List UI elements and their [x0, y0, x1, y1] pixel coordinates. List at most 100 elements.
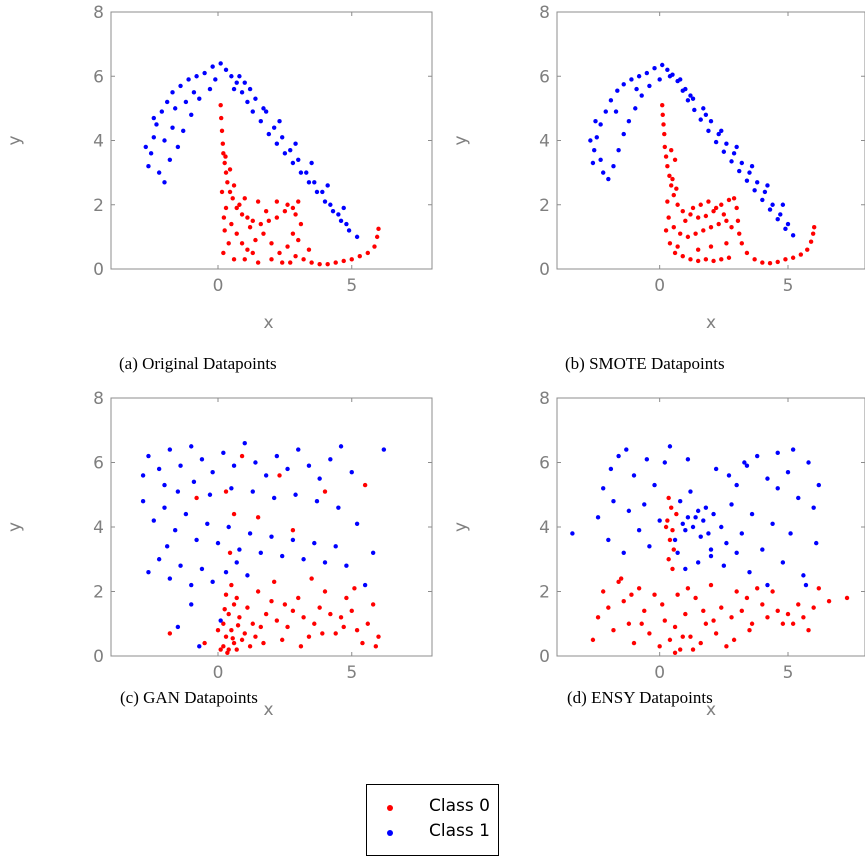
data-point	[685, 457, 691, 462]
caption-d: (d) ENSY Datapoints	[567, 688, 713, 707]
data-point	[672, 250, 678, 256]
data-point	[189, 582, 194, 588]
data-point	[247, 531, 253, 536]
data-point	[780, 560, 786, 565]
data-point	[258, 624, 263, 630]
data-point	[167, 576, 173, 581]
data-point	[811, 225, 817, 230]
data-point	[151, 115, 156, 121]
data-point	[298, 221, 304, 227]
data-point	[175, 624, 181, 630]
data-point	[170, 125, 175, 130]
data-point	[151, 135, 156, 140]
data-point	[810, 231, 816, 236]
data-point	[226, 524, 231, 530]
data-point	[285, 244, 290, 249]
data-point	[693, 231, 698, 236]
data-point	[354, 234, 360, 240]
data-point	[336, 505, 341, 510]
data-point	[269, 241, 274, 246]
data-point	[621, 550, 626, 555]
data-point	[274, 141, 280, 146]
data-point	[293, 492, 298, 497]
data-point	[344, 595, 349, 601]
y-tick-label-d: 8	[539, 389, 550, 409]
scatter-plot-a: 0 2 4 6 8 0 5 x y	[5, 3, 433, 333]
data-point	[290, 537, 296, 543]
data-point	[760, 197, 765, 203]
plot-frame-d	[556, 397, 865, 657]
y-tick-label-d: 0	[539, 647, 550, 667]
data-point	[680, 521, 685, 526]
data-point	[601, 486, 606, 491]
data-point	[667, 173, 672, 179]
data-point	[239, 90, 245, 95]
data-point	[263, 208, 269, 214]
data-point	[667, 537, 673, 543]
data-point	[767, 261, 773, 266]
data-point	[844, 595, 850, 601]
data-point	[734, 550, 739, 555]
data-point	[778, 212, 783, 217]
data-point	[790, 233, 796, 238]
series-class-1-c	[140, 440, 387, 649]
data-point	[186, 77, 191, 82]
data-point	[726, 255, 732, 260]
data-point	[349, 257, 354, 262]
y-tick-label-a: 0	[93, 260, 104, 280]
data-point	[667, 241, 673, 246]
data-point	[296, 199, 301, 204]
data-point	[215, 628, 221, 633]
data-point	[590, 637, 596, 643]
data-point	[601, 170, 606, 175]
data-point	[603, 109, 608, 114]
data-point	[322, 489, 328, 494]
data-point	[221, 151, 226, 156]
data-point	[218, 618, 223, 623]
data-point	[788, 531, 793, 536]
y-tick-label-d: 6	[539, 454, 550, 474]
data-point	[374, 234, 380, 240]
data-point	[747, 170, 752, 175]
data-point	[665, 164, 670, 169]
data-point	[222, 228, 227, 233]
data-point	[162, 138, 167, 143]
data-point	[293, 141, 298, 146]
data-point	[309, 260, 314, 265]
data-point	[672, 537, 678, 543]
data-point	[271, 495, 277, 501]
data-point	[250, 250, 255, 256]
data-point	[194, 537, 199, 543]
data-point	[322, 560, 328, 565]
data-point	[666, 557, 671, 562]
x-tick-label-a: 0	[213, 276, 224, 296]
data-point	[189, 112, 194, 118]
data-point	[744, 178, 750, 183]
data-point	[258, 550, 263, 555]
data-point	[365, 621, 370, 626]
data-point	[183, 511, 189, 517]
data-point	[811, 605, 816, 610]
data-point	[678, 647, 683, 652]
data-point	[151, 518, 156, 523]
data-point	[735, 218, 741, 224]
data-point	[218, 61, 223, 66]
data-point	[675, 592, 680, 597]
data-point	[698, 202, 703, 207]
data-point	[752, 257, 757, 262]
data-point	[298, 170, 304, 175]
data-point	[354, 628, 360, 633]
data-point	[352, 586, 357, 591]
data-point	[234, 231, 239, 236]
data-point	[199, 457, 205, 462]
data-point	[690, 96, 696, 101]
data-point	[173, 106, 178, 111]
data-point	[631, 473, 637, 478]
data-point	[683, 611, 688, 617]
data-point	[247, 644, 253, 649]
data-point	[290, 160, 296, 166]
data-point	[194, 495, 199, 501]
data-point	[306, 634, 312, 639]
data-point	[325, 183, 330, 188]
data-point	[701, 106, 706, 111]
